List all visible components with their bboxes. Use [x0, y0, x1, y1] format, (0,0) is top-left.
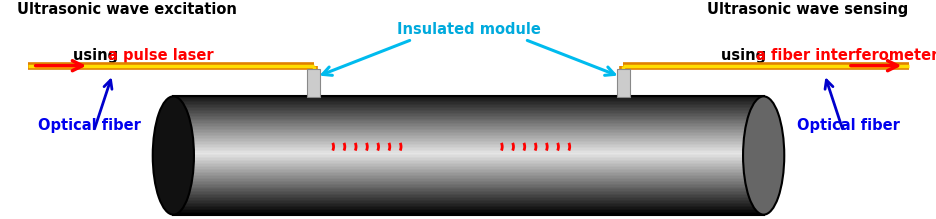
Bar: [173, 169, 763, 170]
Text: Optical fiber: Optical fiber: [796, 118, 899, 133]
Bar: [173, 175, 763, 176]
Bar: [173, 210, 763, 212]
Bar: [173, 126, 763, 127]
Bar: [173, 164, 763, 166]
Bar: [173, 110, 763, 111]
Bar: [173, 130, 763, 132]
Bar: [173, 96, 763, 98]
Bar: [173, 201, 763, 203]
Bar: [173, 123, 763, 124]
Bar: [173, 102, 763, 104]
Bar: [173, 141, 763, 142]
Bar: [173, 144, 763, 145]
Bar: [173, 203, 763, 204]
Bar: [173, 187, 763, 188]
Bar: [173, 173, 763, 175]
Bar: [173, 129, 763, 130]
Bar: [173, 204, 763, 206]
Bar: [173, 184, 763, 185]
Text: using: using: [73, 48, 124, 63]
Bar: [173, 195, 763, 197]
Bar: [173, 132, 763, 133]
Bar: [173, 160, 763, 161]
Bar: [173, 104, 763, 105]
Text: Ultrasonic wave excitation: Ultrasonic wave excitation: [17, 2, 236, 17]
Bar: [173, 152, 763, 154]
Bar: [173, 139, 763, 141]
Bar: [173, 117, 763, 118]
Bar: [173, 188, 763, 189]
Bar: [173, 122, 763, 123]
Ellipse shape: [153, 96, 194, 215]
Bar: [173, 212, 763, 213]
Bar: [173, 182, 763, 184]
Bar: [173, 136, 763, 138]
Bar: [173, 189, 763, 191]
Bar: [173, 157, 763, 159]
Bar: [173, 151, 763, 152]
Bar: [173, 113, 763, 114]
Bar: [173, 193, 763, 194]
Bar: [173, 179, 763, 181]
Bar: [173, 206, 763, 207]
Bar: [173, 207, 763, 209]
Bar: [173, 118, 763, 120]
Bar: [173, 145, 763, 147]
Bar: [173, 111, 763, 113]
Bar: [173, 198, 763, 200]
Bar: [173, 138, 763, 139]
Ellipse shape: [742, 96, 783, 215]
Bar: [173, 172, 763, 173]
Bar: [173, 154, 763, 155]
Bar: [307, 69, 320, 97]
Bar: [173, 127, 763, 129]
Bar: [173, 147, 763, 148]
Text: a pulse laser: a pulse laser: [108, 48, 213, 63]
Bar: [173, 99, 763, 101]
Text: Insulated module: Insulated module: [396, 22, 540, 37]
Bar: [173, 166, 763, 167]
Bar: [173, 161, 763, 163]
Bar: [173, 158, 763, 160]
Bar: [616, 69, 629, 97]
Bar: [173, 148, 763, 150]
Bar: [173, 114, 763, 116]
Bar: [173, 163, 763, 164]
Bar: [173, 170, 763, 172]
Text: Ultrasonic wave sensing: Ultrasonic wave sensing: [707, 2, 907, 17]
Bar: [173, 98, 763, 99]
Bar: [173, 135, 763, 136]
Bar: [173, 120, 763, 122]
Bar: [173, 150, 763, 151]
Bar: [173, 213, 763, 215]
Bar: [173, 124, 763, 126]
Bar: [173, 209, 763, 210]
Bar: [173, 116, 763, 117]
Text: using: using: [721, 48, 771, 63]
Text: Optical fiber: Optical fiber: [37, 118, 140, 133]
Bar: [173, 194, 763, 195]
Bar: [173, 176, 763, 178]
Bar: [173, 108, 763, 110]
Bar: [173, 185, 763, 187]
Bar: [173, 200, 763, 201]
Bar: [173, 191, 763, 193]
Text: a fiber interferometer: a fiber interferometer: [755, 48, 936, 63]
Bar: [173, 142, 763, 144]
Bar: [173, 178, 763, 179]
Bar: [173, 181, 763, 182]
Bar: [173, 105, 763, 107]
Bar: [173, 197, 763, 198]
Bar: [173, 155, 763, 157]
Bar: [173, 101, 763, 102]
Bar: [173, 133, 763, 135]
Bar: [173, 167, 763, 169]
Bar: [173, 107, 763, 108]
